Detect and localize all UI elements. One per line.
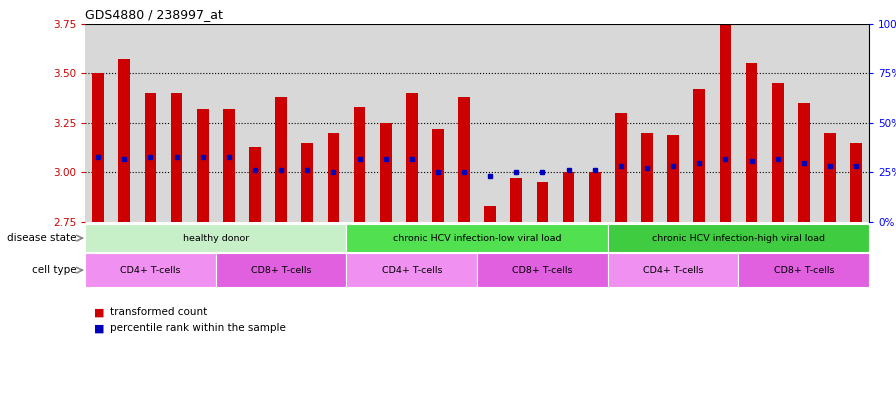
- Bar: [301, 143, 313, 222]
- Bar: [563, 173, 574, 222]
- Bar: [745, 63, 757, 222]
- Bar: [511, 178, 522, 222]
- Bar: [432, 129, 444, 222]
- Bar: [589, 173, 600, 222]
- Text: CD4+ T-cells: CD4+ T-cells: [382, 266, 442, 275]
- Bar: [347, 224, 607, 252]
- Text: CD8+ T-cells: CD8+ T-cells: [513, 266, 573, 275]
- Bar: [406, 93, 418, 222]
- Bar: [668, 135, 679, 222]
- Text: ■: ■: [94, 307, 105, 318]
- Bar: [328, 133, 340, 222]
- Bar: [537, 182, 548, 222]
- Bar: [118, 59, 130, 222]
- Bar: [85, 253, 216, 287]
- Text: CD8+ T-cells: CD8+ T-cells: [251, 266, 312, 275]
- Bar: [223, 109, 235, 222]
- Bar: [171, 93, 183, 222]
- Bar: [197, 109, 209, 222]
- Bar: [275, 97, 287, 222]
- Text: transformed count: transformed count: [110, 307, 208, 318]
- Bar: [92, 73, 104, 222]
- Bar: [485, 206, 496, 222]
- Bar: [347, 253, 478, 287]
- Bar: [458, 97, 470, 222]
- Bar: [607, 224, 869, 252]
- Bar: [798, 103, 810, 222]
- Bar: [771, 83, 783, 222]
- Bar: [85, 224, 347, 252]
- Text: chronic HCV infection-high viral load: chronic HCV infection-high viral load: [652, 234, 825, 242]
- Bar: [380, 123, 392, 222]
- Bar: [824, 133, 836, 222]
- Text: ■: ■: [94, 323, 105, 333]
- Bar: [249, 147, 261, 222]
- Bar: [694, 89, 705, 222]
- Bar: [738, 253, 869, 287]
- Bar: [354, 107, 366, 222]
- Text: healthy donor: healthy donor: [183, 234, 249, 242]
- Bar: [719, 24, 731, 222]
- Bar: [642, 133, 653, 222]
- Bar: [216, 253, 347, 287]
- Text: percentile rank within the sample: percentile rank within the sample: [110, 323, 286, 333]
- Bar: [478, 253, 607, 287]
- Bar: [615, 113, 626, 222]
- Text: GDS4880 / 238997_at: GDS4880 / 238997_at: [85, 8, 223, 21]
- Text: chronic HCV infection-low viral load: chronic HCV infection-low viral load: [392, 234, 562, 242]
- Text: CD4+ T-cells: CD4+ T-cells: [120, 266, 181, 275]
- Bar: [607, 253, 738, 287]
- Bar: [144, 93, 156, 222]
- Text: CD4+ T-cells: CD4+ T-cells: [642, 266, 703, 275]
- Text: cell type: cell type: [31, 265, 76, 275]
- Bar: [850, 143, 862, 222]
- Text: CD8+ T-cells: CD8+ T-cells: [773, 266, 834, 275]
- Text: disease state: disease state: [6, 233, 76, 243]
